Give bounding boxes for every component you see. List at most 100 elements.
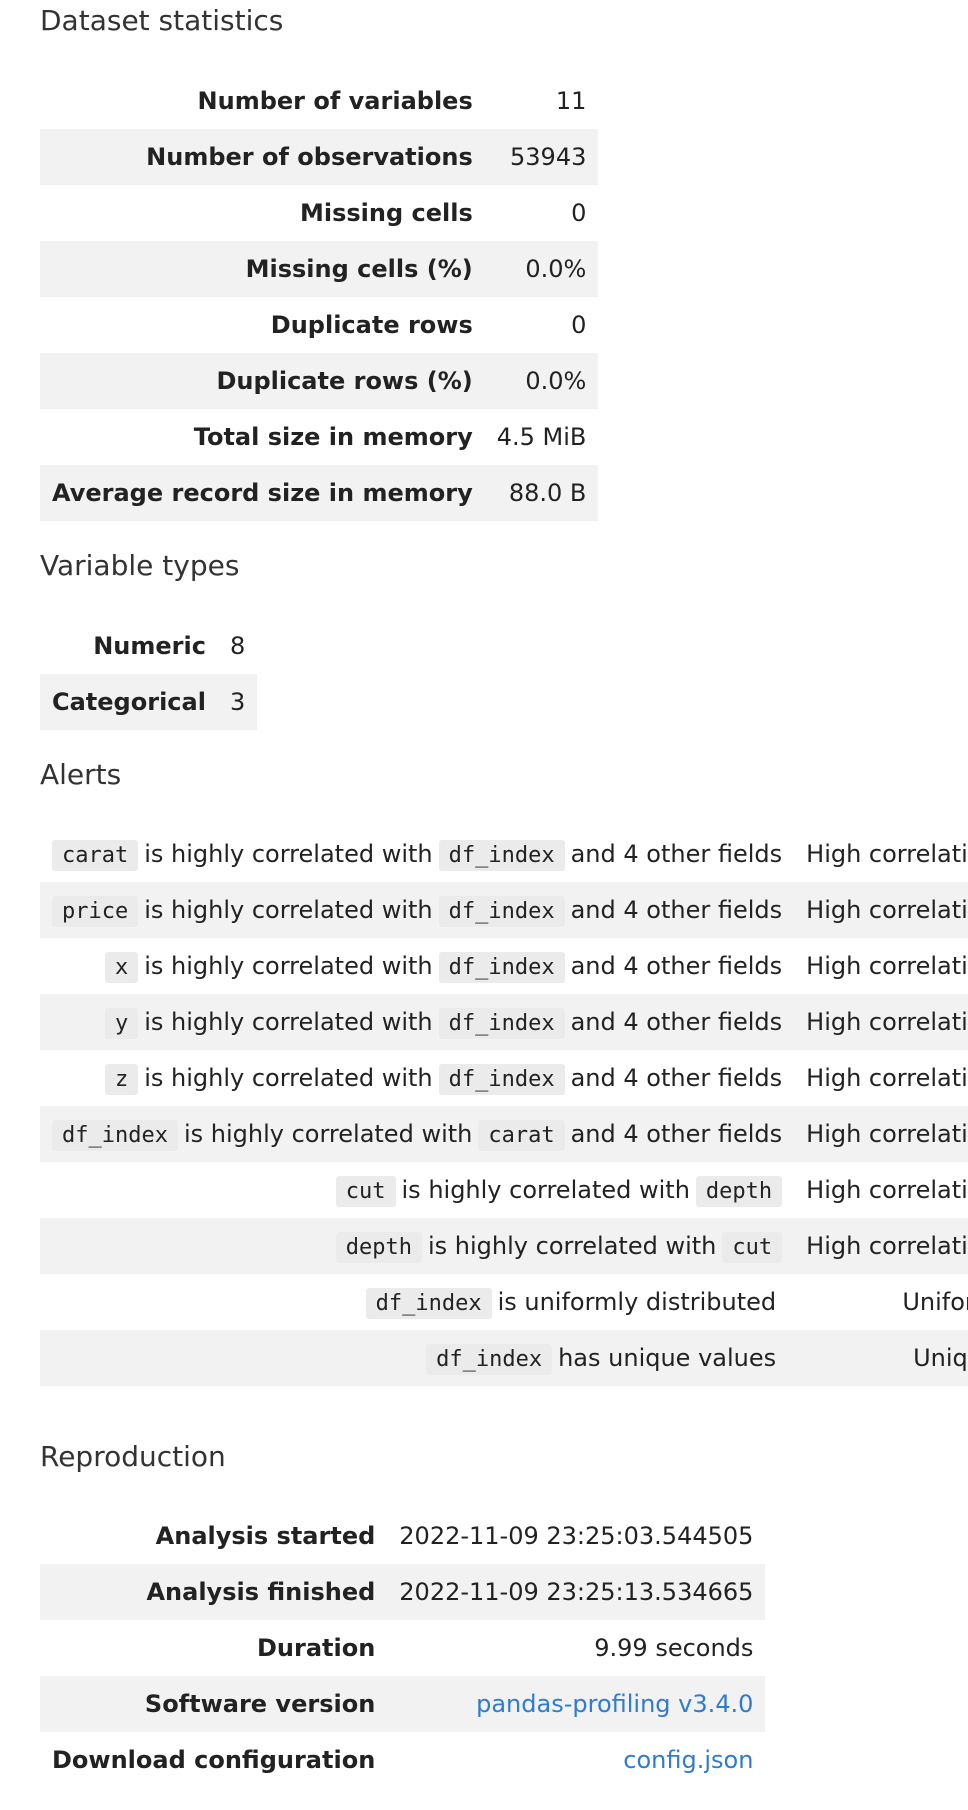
reproduction-row-value: 2022-11-09 23:25:03.544505 bbox=[399, 1522, 754, 1550]
statistics-row-value: 0 bbox=[571, 311, 587, 339]
statistics-row: Duplicate rows 0 bbox=[40, 297, 598, 353]
dataset-statistics-table: Number of variables 11 Number of observati… bbox=[40, 73, 599, 521]
statistics-row: Missing cells (%) 0.0% bbox=[40, 241, 599, 297]
statistics-row-value: 0 bbox=[571, 199, 587, 227]
variable-types-table: Numeric 8 Categorical 3 bbox=[40, 618, 258, 730]
alert-type: High correlation bbox=[794, 882, 968, 938]
alert-message: depth is highly correlated with cut bbox=[40, 1218, 795, 1274]
alert-row: x is highly correlated with df_index and 4 … bbox=[40, 938, 968, 994]
alert-type: High correlation bbox=[806, 952, 968, 980]
statistics-row: Average record size in memory 88.0 B bbox=[40, 465, 599, 521]
alert-related-variable: cut bbox=[722, 1232, 783, 1263]
reproduction-row-link[interactable]: config.json bbox=[623, 1746, 754, 1774]
reproduction-row-value: config.json bbox=[387, 1732, 765, 1788]
alerts-heading: Alerts bbox=[40, 758, 122, 791]
variable-type-row: Numeric 8 bbox=[40, 618, 257, 674]
alert-variable: df_index bbox=[365, 1288, 492, 1319]
statistics-row-label: Missing cells bbox=[299, 199, 473, 227]
statistics-row: Total size in memory 4.5 MiB bbox=[40, 409, 598, 465]
alert-row: carat is highly correlated with df_index an… bbox=[40, 826, 968, 882]
alert-type: High correlation bbox=[794, 994, 968, 1050]
alert-type: Unique bbox=[794, 1330, 968, 1386]
reproduction-row-link[interactable]: pandas-profiling v3.4.0 bbox=[476, 1690, 754, 1718]
alert-message: carat is highly correlated with df_index an… bbox=[40, 826, 794, 882]
alert-message: df_index is uniformly distributed bbox=[40, 1274, 794, 1330]
alert-row: price is highly correlated with df_index an… bbox=[40, 882, 968, 938]
alert-type: High correlation bbox=[794, 1106, 968, 1162]
alert-tail: and 4 other fields bbox=[570, 1120, 783, 1148]
statistics-row-label: Duplicate rows bbox=[270, 311, 473, 339]
variable-type-row-value: 8 bbox=[229, 632, 246, 660]
reproduction-row: Software version pandas-profiling v3.4.0 bbox=[40, 1676, 766, 1732]
alert-related-variable: df_index bbox=[438, 896, 565, 927]
alert-text: is highly correlated with bbox=[144, 840, 433, 868]
reproduction-row-value: 2022-11-09 23:25:13.534665 bbox=[387, 1564, 766, 1620]
alert-variable: df_index bbox=[52, 1120, 178, 1151]
reproduction-row-label: Analysis finished bbox=[40, 1564, 388, 1620]
alert-related-variable: depth bbox=[695, 1176, 783, 1207]
alert-variable: df_index bbox=[426, 1344, 553, 1375]
dataset-statistics-heading: Dataset statistics bbox=[40, 4, 284, 37]
alert-text: is highly correlated with bbox=[144, 1008, 433, 1036]
alert-message: z is highly correlated with df_index and 4 … bbox=[40, 1050, 794, 1106]
alert-variable: carat bbox=[52, 840, 139, 871]
reproduction-row: Download configuration config.json bbox=[40, 1732, 765, 1788]
variable-type-row-label: Categorical bbox=[40, 674, 218, 730]
alert-message: df_index has unique values bbox=[40, 1330, 795, 1386]
variable-types-heading: Variable types bbox=[40, 549, 240, 582]
alert-type: High correlation bbox=[806, 1064, 968, 1092]
statistics-row-label: Duplicate rows (%) bbox=[40, 353, 485, 409]
alert-row: y is highly correlated with df_index and 4 … bbox=[40, 994, 968, 1050]
alert-tail: and 4 other fields bbox=[570, 952, 783, 980]
alert-tail: and 4 other fields bbox=[570, 896, 783, 924]
alert-variable: cut bbox=[335, 1176, 396, 1207]
alert-type: High correlation bbox=[794, 1218, 968, 1274]
alert-message: cut is highly correlated with depth bbox=[40, 1162, 794, 1218]
statistics-row-value: 53943 bbox=[484, 129, 599, 185]
alert-text: is highly correlated with bbox=[401, 1176, 690, 1204]
statistics-row-value: 0.0% bbox=[484, 241, 599, 297]
alert-text: is highly correlated with bbox=[144, 896, 433, 924]
statistics-row-value: 0.0% bbox=[484, 353, 599, 409]
alert-related-variable: df_index bbox=[438, 1008, 565, 1039]
alert-text: is highly correlated with bbox=[144, 952, 433, 980]
alert-row: z is highly correlated with df_index and 4 … bbox=[40, 1050, 968, 1106]
statistics-row: Missing cells 0 bbox=[40, 185, 598, 241]
alert-message: x is highly correlated with df_index and 4 … bbox=[40, 938, 794, 994]
statistics-row: Number of observations 53943 bbox=[40, 129, 599, 185]
alert-related-variable: df_index bbox=[438, 1064, 565, 1095]
alert-related-variable: df_index bbox=[438, 952, 565, 983]
alert-message: price is highly correlated with df_index an… bbox=[40, 882, 795, 938]
statistics-row-value: 88.0 B bbox=[484, 465, 599, 521]
variable-type-row-label: Numeric bbox=[93, 632, 206, 660]
statistics-row-label: Average record size in memory bbox=[40, 465, 485, 521]
alert-row: depth is highly correlated with cut High co… bbox=[40, 1218, 968, 1274]
alert-text: is highly correlated with bbox=[428, 1232, 717, 1260]
reproduction-table: Analysis started 2022-11-09 23:25:03.5445… bbox=[40, 1508, 766, 1788]
reproduction-row-label: Download configuration bbox=[52, 1746, 376, 1774]
reproduction-row-value: 9.99 seconds bbox=[594, 1634, 754, 1662]
alert-type: Uniform bbox=[902, 1288, 968, 1316]
alert-related-variable: df_index bbox=[438, 840, 565, 871]
alert-type: High correlation bbox=[806, 1176, 968, 1204]
reproduction-row: Duration 9.99 seconds bbox=[40, 1620, 765, 1676]
alert-variable: y bbox=[104, 1008, 139, 1039]
statistics-row: Number of variables 11 bbox=[40, 73, 598, 129]
alerts-table: carat is highly correlated with df_index an… bbox=[40, 826, 968, 1386]
reproduction-row-label: Duration bbox=[256, 1634, 376, 1662]
alert-tail: and 4 other fields bbox=[570, 1008, 783, 1036]
variable-type-row: Categorical 3 bbox=[40, 674, 258, 730]
reproduction-row: Analysis finished 2022-11-09 23:25:13.534… bbox=[40, 1564, 766, 1620]
alert-variable: x bbox=[104, 952, 139, 983]
reproduction-row: Analysis started 2022-11-09 23:25:03.5445… bbox=[40, 1508, 765, 1564]
reproduction-heading: Reproduction bbox=[40, 1440, 226, 1473]
statistics-row-label: Number of observations bbox=[40, 129, 485, 185]
alert-tail: and 4 other fields bbox=[570, 1064, 783, 1092]
statistics-row-value: 4.5 MiB bbox=[496, 423, 587, 451]
alert-row: cut is highly correlated with depth High co… bbox=[40, 1162, 968, 1218]
reproduction-row-value: pandas-profiling v3.4.0 bbox=[387, 1676, 766, 1732]
statistics-row-label: Total size in memory bbox=[193, 423, 473, 451]
alert-row: df_index is highly correlated with carat an… bbox=[40, 1106, 968, 1162]
